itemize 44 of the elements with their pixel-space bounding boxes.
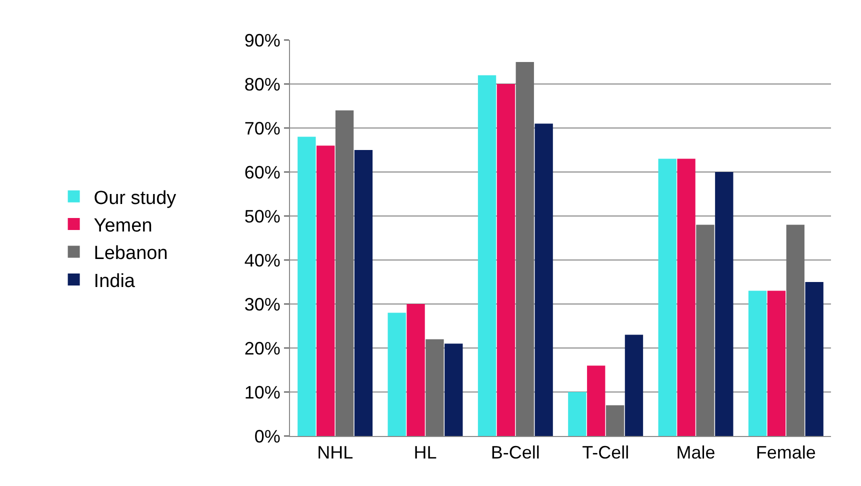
legend-label: India <box>94 270 136 292</box>
y-tick-label: 90% <box>244 30 280 50</box>
bar <box>388 312 406 436</box>
bar <box>516 62 534 436</box>
y-tick-label: 40% <box>244 250 280 270</box>
x-tick-label: NHL <box>317 442 354 463</box>
bar <box>715 172 734 436</box>
bar <box>568 392 586 436</box>
y-tick-label: 30% <box>244 294 280 314</box>
bar <box>658 158 676 436</box>
bar <box>786 224 804 436</box>
bar <box>624 334 644 436</box>
x-tick-label: T-Cell <box>582 442 630 463</box>
bar <box>298 136 316 436</box>
y-tick-label: 70% <box>244 118 280 138</box>
x-tick-label: Male <box>676 442 716 463</box>
y-tick-label: 20% <box>244 338 280 358</box>
bar <box>478 75 496 436</box>
bar <box>316 146 335 436</box>
bar <box>534 124 553 436</box>
legend-label: Our study <box>94 188 177 209</box>
y-tick-label: 0% <box>254 426 280 446</box>
bar <box>354 150 373 436</box>
bar <box>677 158 696 436</box>
bar <box>444 344 463 436</box>
bar <box>767 290 786 436</box>
bar <box>606 405 624 436</box>
legend-label: Lebanon <box>94 243 168 264</box>
y-tick-label: 10% <box>244 382 280 402</box>
y-tick-label: 50% <box>244 206 280 226</box>
bar <box>406 304 425 436</box>
y-tick-label: 80% <box>244 74 280 94</box>
bar <box>587 366 606 436</box>
bar <box>426 339 444 436</box>
x-tick-label: HL <box>414 442 437 463</box>
bar <box>496 84 516 436</box>
x-tick-label: Female <box>756 442 816 463</box>
y-tick-label: 60% <box>244 162 280 182</box>
bar <box>805 282 824 436</box>
bar <box>335 110 354 436</box>
bar <box>748 290 767 436</box>
legend-label: Yemen <box>94 215 152 236</box>
bar <box>696 224 714 436</box>
x-tick-label: B-Cell <box>490 442 540 463</box>
